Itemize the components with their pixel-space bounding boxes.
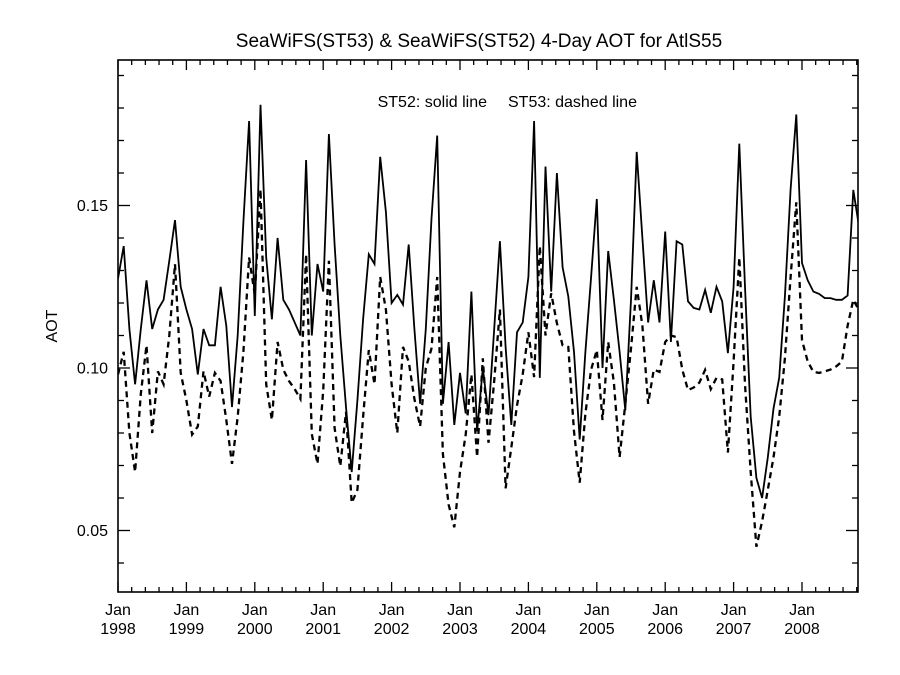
x-tick-label-month: Jan <box>447 602 473 619</box>
y-tick-label: 0.15 <box>77 198 108 215</box>
x-tick-label-year: 2002 <box>374 621 410 638</box>
x-tick-label-year: 1998 <box>100 621 136 638</box>
x-tick-label-year: 2000 <box>237 621 273 638</box>
x-tick-label-year: 2003 <box>442 621 478 638</box>
x-tick-label-year: 2005 <box>579 621 615 638</box>
x-tick-label-year: 2001 <box>305 621 341 638</box>
x-tick-label-month: Jan <box>584 602 610 619</box>
axes: Jan 1998 Jan 1999 Jan 2000 Jan 2001 Jan 2002 Jan 20… <box>77 59 859 638</box>
legend-st53-label: ST53: dashed line <box>508 94 637 111</box>
x-tick-label-month: Jan <box>379 602 405 619</box>
x-tick-label-month: Jan <box>721 602 747 619</box>
legend-st52-label: ST52: solid line <box>378 94 487 111</box>
y-tick-label: 0.10 <box>77 361 108 378</box>
x-tick-label-month: Jan <box>174 602 200 619</box>
x-tick-label-month: Jan <box>105 602 131 619</box>
x-tick-label-year: 2006 <box>647 621 683 638</box>
x-tick-label-year: 1999 <box>169 621 205 638</box>
series-line-st52 <box>118 104 858 499</box>
y-axis-title: AOT <box>44 309 61 342</box>
x-tick-label-month: Jan <box>242 602 268 619</box>
x-tick-label-month: Jan <box>652 602 678 619</box>
y-tick-label: 0.05 <box>77 523 108 540</box>
x-tick-label-month: Jan <box>310 602 336 619</box>
series-line-st53 <box>118 189 858 548</box>
chart-title: SeaWiFS(ST53) & SeaWiFS(ST52) 4-Day AOT … <box>236 31 722 52</box>
x-tick-label-year: 2007 <box>716 621 752 638</box>
x-tick-label-year: 2004 <box>511 621 547 638</box>
data-lines <box>118 104 858 548</box>
x-tick-label-month: Jan <box>789 602 815 619</box>
x-tick-label-year: 2008 <box>784 621 820 638</box>
x-tick-label-month: Jan <box>516 602 542 619</box>
